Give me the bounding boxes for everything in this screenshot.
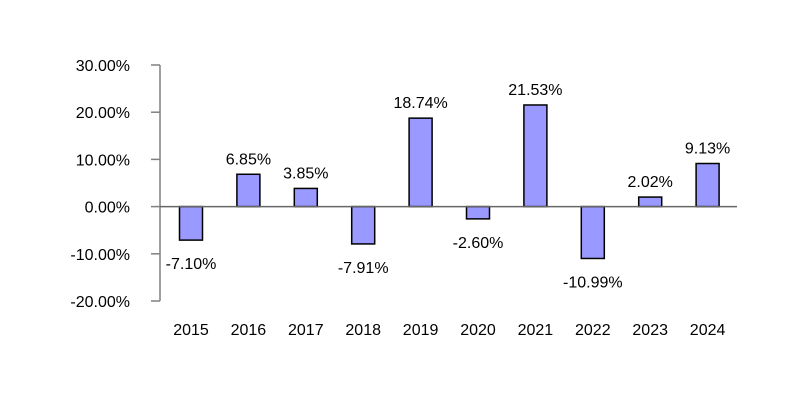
bar-2015 <box>178 205 204 241</box>
bars <box>178 104 720 260</box>
x-tick-label: 2021 <box>518 322 554 339</box>
data-labels: -7.10% 6.85% 3.85% -7.91% 18.74% -2.60% 21.53%… <box>166 82 731 291</box>
bar-2023 <box>637 196 663 208</box>
data-label: 21.53% <box>508 82 562 99</box>
data-label: 2.02% <box>628 174 673 191</box>
x-tick-label: 2018 <box>345 322 381 339</box>
y-tick-label: 10.00% <box>76 152 130 169</box>
bar-2019 <box>408 117 433 208</box>
bar-2020 <box>465 205 491 220</box>
y-tick-label: 30.00% <box>76 58 130 75</box>
bar-2022 <box>580 205 606 260</box>
data-label: -7.10% <box>166 256 217 273</box>
data-label: 6.85% <box>226 151 271 168</box>
x-tick-label: 2023 <box>632 322 668 339</box>
x-tick-label: 2017 <box>288 322 324 339</box>
x-axis-labels: 2015 2016 2017 2018 2019 2020 2021 2022 2023 2024 <box>173 322 725 339</box>
data-label: 18.74% <box>393 95 447 112</box>
bar-2016 <box>236 173 261 208</box>
y-axis: 30.00% 20.00% 10.00% 0.00% -10.00% -20.00% <box>70 58 161 311</box>
data-label: -10.99% <box>563 274 623 291</box>
y-tick-label: -10.00% <box>70 247 130 264</box>
bar-2021 <box>523 104 548 208</box>
x-tick-label: 2019 <box>403 322 439 339</box>
y-tick-label: -20.00% <box>70 294 130 311</box>
y-tick-label: 0.00% <box>85 200 130 217</box>
data-label: -2.60% <box>453 235 504 252</box>
bar-2024 <box>695 162 720 208</box>
y-tick-label: 20.00% <box>76 105 130 122</box>
x-tick-label: 2015 <box>173 322 209 339</box>
x-tick-label: 2016 <box>231 322 267 339</box>
data-label: -7.91% <box>338 260 389 277</box>
x-tick-label: 2022 <box>575 322 611 339</box>
x-tick-label: 2024 <box>690 322 726 339</box>
x-tick-label: 2020 <box>460 322 496 339</box>
data-label: 9.13% <box>685 141 730 158</box>
bar-2017 <box>293 187 319 208</box>
bar-2018 <box>350 205 376 245</box>
data-label: 3.85% <box>283 165 328 182</box>
